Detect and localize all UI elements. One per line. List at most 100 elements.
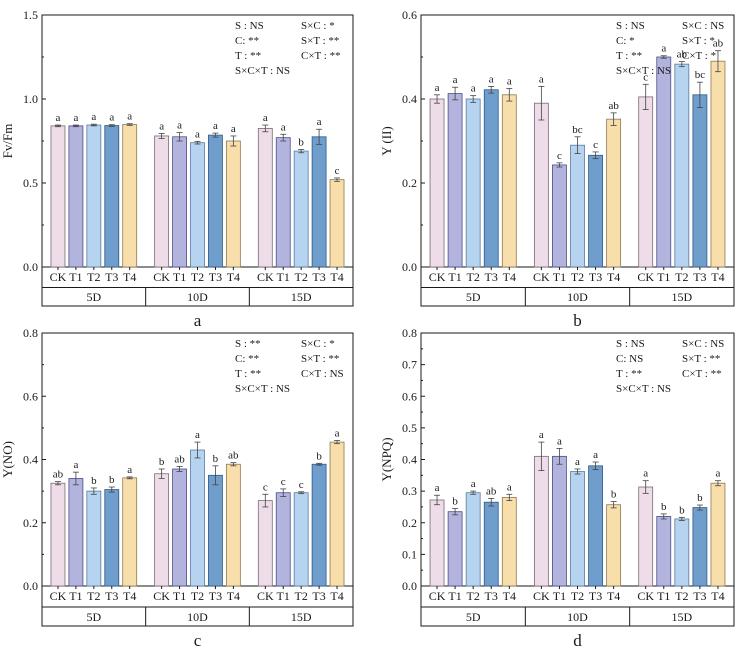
x-tick-label: T1 (69, 270, 82, 284)
significance-letter: ab (174, 453, 185, 465)
significance-letter: b (316, 450, 322, 462)
significance-letter: a (539, 73, 544, 85)
bar-5D-T3 (104, 125, 120, 268)
y-tick-label: 0.0 (23, 260, 38, 274)
x-tick-label: T4 (607, 270, 620, 284)
bar-5D-T4 (122, 124, 138, 268)
significance-letter: c (281, 476, 286, 488)
x-tick-label: T1 (173, 589, 186, 603)
significance-letter: b (452, 496, 458, 508)
x-tick-label: CK (637, 589, 654, 603)
bar-5D-CK (429, 499, 445, 587)
x-tick-label: T3 (209, 589, 222, 603)
y-axis-label: Y(NO) (0, 441, 15, 478)
significance-letter: c (263, 481, 268, 493)
bar-5D-T1 (68, 125, 84, 268)
significance-letter: ab (53, 469, 64, 481)
significance-letter: a (335, 428, 340, 440)
significance-letter: a (539, 429, 544, 441)
x-tick-label: T3 (693, 270, 706, 284)
significance-letter: a (73, 459, 78, 471)
significance-letter: a (73, 112, 78, 124)
stats-annotation: S×T : * (682, 35, 715, 47)
group-label: 5D (466, 290, 481, 304)
x-tick-label: T3 (105, 589, 118, 603)
significance-letter: a (231, 123, 236, 135)
x-tick-label: T3 (105, 270, 118, 284)
x-tick-label: T2 (571, 270, 584, 284)
significance-letter: b (661, 501, 667, 513)
significance-letter: a (109, 112, 114, 124)
bar-5D-T1 (68, 478, 84, 587)
significance-letter: ab (677, 49, 688, 61)
stats-annotation: C×T : * (682, 50, 716, 62)
chart-panel-d: 0.0 0.1 0.2 0.3 0.4 0.5 0.6 0.7 0.8 Y(NPQ) a CK b T1 a… (379, 326, 735, 650)
x-tick-label: T3 (312, 270, 325, 284)
bar-5D-T1 (447, 511, 463, 587)
y-tick-label: 0.5 (402, 421, 417, 435)
y-tick-label: 0.6 (402, 8, 417, 22)
stats-annotation: T : ** (235, 368, 261, 380)
plot-frame (420, 14, 735, 307)
bar-15D-T3 (311, 463, 327, 587)
x-tick-label: CK (429, 589, 446, 603)
y-tick-label: 0.3 (402, 484, 417, 498)
group-label: 10D (567, 290, 588, 304)
y-tick-label: 0.4 (23, 453, 38, 467)
group-label: 5D (86, 610, 101, 624)
stats-annotation: S×T : ** (301, 35, 339, 47)
bar-15D-CK (638, 486, 654, 587)
significance-letter: a (263, 112, 268, 124)
x-tick-label: T4 (123, 589, 136, 603)
significance-letter: c (299, 479, 304, 491)
bar-10D-T3 (208, 134, 223, 268)
bar-15D-T2 (674, 518, 690, 587)
significance-letter: a (716, 468, 721, 480)
group-label: 10D (567, 610, 588, 624)
bar-5D-T3 (483, 501, 499, 587)
bar-15D-T1 (275, 492, 291, 587)
bar-5D-T4 (501, 497, 517, 587)
stats-annotation: S : NS (616, 338, 645, 350)
stats-annotation: S×C : * (301, 20, 335, 32)
y-axis-label: Y (II) (379, 126, 394, 155)
chart-panel-a: 0.0 0.5 1.0 1.5 Fv/Fm a CK a T1 a T2 a T3 a T4 5D a CK a T1… (0, 8, 354, 330)
x-tick-label: T4 (711, 589, 724, 603)
bar-15D-CK (638, 96, 654, 268)
group-label: 15D (291, 610, 312, 624)
x-tick-label: CK (257, 270, 274, 284)
bar-5D-CK (429, 98, 445, 268)
significance-letter: a (507, 76, 512, 88)
stats-annotation: S×T : ** (682, 353, 720, 365)
significance-letter: bc (695, 69, 706, 81)
stats-annotation: C×T : ** (301, 50, 341, 62)
significance-letter: a (575, 456, 580, 468)
x-tick-label: CK (153, 270, 170, 284)
y-tick-label: 0.7 (402, 358, 417, 372)
significance-letter: ab (486, 485, 497, 497)
bar-10D-CK (533, 102, 549, 268)
x-tick-label: T4 (227, 270, 240, 284)
significance-letter: b (611, 489, 617, 501)
significance-letter: a (507, 481, 512, 493)
x-tick-label: T3 (209, 270, 222, 284)
significance-letter: a (213, 120, 218, 132)
y-tick-label: 0.5 (23, 176, 38, 190)
plot-frame (420, 332, 735, 627)
significance-letter: a (471, 478, 476, 490)
significance-letter: c (335, 165, 340, 177)
stats-annotation: S : NS (616, 20, 645, 32)
group-label: 10D (187, 290, 208, 304)
x-tick-label: T1 (277, 270, 290, 284)
significance-letter: c (593, 139, 598, 151)
significance-letter: b (679, 504, 685, 516)
x-tick-label: T1 (553, 589, 566, 603)
bar-10D-T1 (552, 455, 567, 587)
y-tick-label: 1.0 (23, 92, 38, 106)
significance-letter: b (159, 456, 165, 468)
x-tick-label: CK (429, 270, 446, 284)
significance-letter: a (56, 112, 61, 124)
bar-10D-T1 (172, 136, 187, 268)
bar-15D-T4 (329, 441, 345, 587)
x-tick-label: T3 (485, 589, 498, 603)
